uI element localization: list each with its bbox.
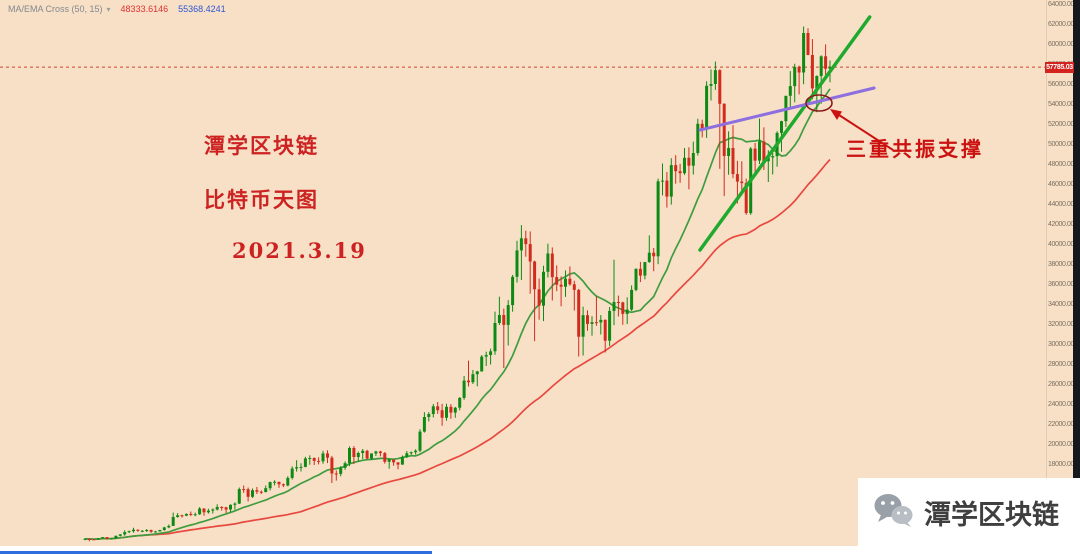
price-axis[interactable]: 64000.0062000.0060000.0058000.0056000.00…	[1046, 0, 1074, 554]
price-tick-label: 32000.00	[1048, 321, 1074, 328]
price-tick-label: 42000.00	[1048, 221, 1074, 228]
bottom-bar	[0, 546, 1080, 554]
price-tick-label: 46000.00	[1048, 181, 1074, 188]
price-tick-label: 34000.00	[1048, 301, 1074, 308]
price-tick-label: 44000.00	[1048, 201, 1074, 208]
price-tick-label: 30000.00	[1048, 341, 1074, 348]
price-tick-label: 60000.00	[1048, 41, 1074, 48]
price-tick-label: 28000.00	[1048, 361, 1074, 368]
support-highlight-ellipse	[805, 94, 833, 112]
wechat-icon	[872, 492, 914, 533]
annotation-arrowhead	[830, 109, 842, 120]
annotation-triple-support-label: 三重共振支撑	[846, 137, 984, 161]
indicator-ma15-value: 55368.4241	[178, 4, 226, 14]
price-tick-label: 20000.00	[1048, 441, 1074, 448]
chevron-down-icon[interactable]: ▾	[106, 4, 111, 14]
overlay-title-date: 2021.3.19	[232, 238, 367, 263]
price-tick-label: 24000.00	[1048, 401, 1074, 408]
last-price-badge: 57785.03	[1045, 62, 1074, 73]
candlesticks[interactable]	[83, 26, 832, 542]
green-trend-support[interactable]	[698, 15, 872, 252]
indicator-ma50-value: 48333.6146	[120, 4, 169, 14]
ma15-line	[84, 88, 831, 541]
price-tick-label: 48000.00	[1048, 161, 1074, 168]
price-tick-label: 54000.00	[1048, 101, 1074, 108]
channel-watermark: 潭学区块链	[858, 478, 1080, 546]
price-tick-label: 62000.00	[1048, 21, 1074, 28]
ma50-line	[84, 158, 831, 541]
watermark-text: 潭学区块链	[924, 499, 1059, 531]
price-tick-label: 50000.00	[1048, 141, 1074, 148]
price-tick-label: 64000.00	[1048, 1, 1074, 8]
indicator-label[interactable]: MA/EMA Cross (50, 15)	[8, 4, 103, 14]
price-tick-label: 52000.00	[1048, 121, 1074, 128]
price-tick-label: 18000.00	[1048, 461, 1074, 468]
price-tick-label: 22000.00	[1048, 421, 1074, 428]
price-tick-label: 26000.00	[1048, 381, 1074, 388]
price-tick-label: 56000.00	[1048, 81, 1074, 88]
overlay-title-symbol: 比特币天图	[204, 187, 319, 212]
price-tick-label: 38000.00	[1048, 261, 1074, 268]
right-scrollbar[interactable]	[1073, 0, 1080, 554]
indicator-bar: MA/EMA Cross (50, 15) ▾ 48333.6146 55368…	[8, 4, 226, 14]
bottom-progress-line	[0, 551, 432, 554]
purple-trend-support[interactable]	[698, 86, 876, 132]
overlay-title-channel: 潭学区块链	[204, 133, 319, 158]
price-tick-label: 40000.00	[1048, 241, 1074, 248]
annotation-arrow	[838, 114, 894, 151]
price-tick-label: 36000.00	[1048, 281, 1074, 288]
